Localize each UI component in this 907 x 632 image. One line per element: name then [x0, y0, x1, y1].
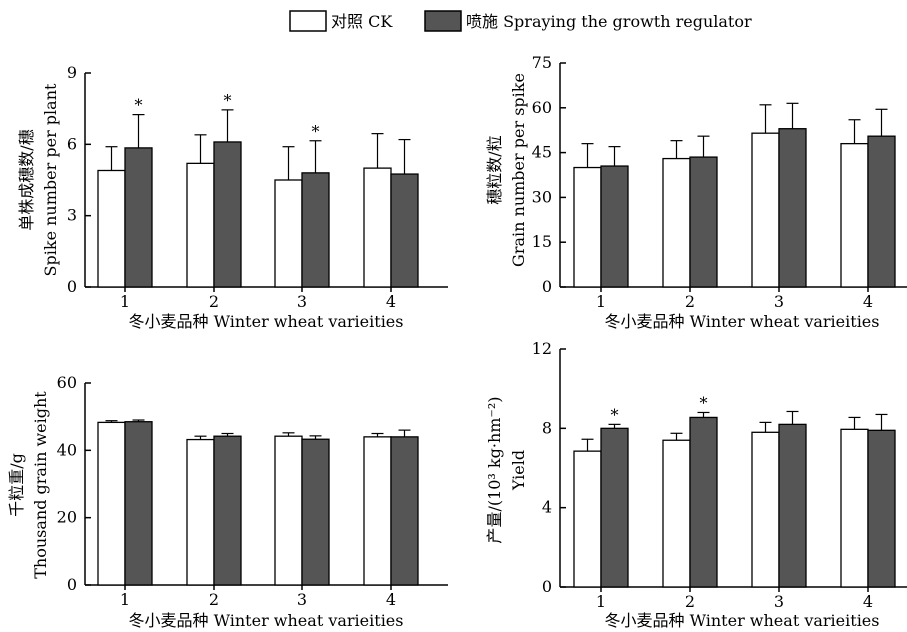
bar-ck	[97, 421, 126, 586]
bar-spray	[867, 429, 896, 588]
significance-star: *	[312, 122, 320, 141]
bar-ck	[573, 166, 602, 288]
bar-spray	[390, 436, 419, 586]
y-tick-label: 3	[67, 206, 77, 225]
legend-label-spray: 喷施 Spraying the growth regulator	[466, 12, 752, 31]
bar-ck	[186, 438, 215, 586]
bar-spray	[301, 438, 330, 586]
x-axis-label: 冬小麦品种 Winter wheat varieities	[605, 611, 880, 630]
x-axis-label: 冬小麦品种 Winter wheat varieities	[129, 312, 404, 331]
x-tick-label: 3	[774, 292, 784, 311]
y-tick-label: 40	[57, 440, 77, 459]
bar-ck	[662, 157, 691, 288]
bar-ck	[186, 162, 215, 288]
x-tick-label: 1	[120, 292, 130, 311]
bar-ck	[751, 431, 780, 588]
bar-spray	[213, 141, 242, 288]
bar-ck	[840, 428, 869, 588]
y-tick-label: 0	[542, 577, 552, 596]
bar-ck	[363, 436, 392, 586]
x-tick-label: 3	[297, 590, 307, 609]
x-tick-label: 3	[774, 592, 784, 611]
y-axis-label-cn: 单株成穗数/穗	[17, 129, 36, 230]
x-axis-label: 冬小麦品种 Winter wheat varieities	[129, 611, 404, 630]
y-tick-label: 45	[532, 143, 552, 162]
y-tick-label: 4	[542, 498, 552, 517]
x-tick-label: 2	[685, 292, 695, 311]
x-tick-label: 1	[596, 592, 606, 611]
x-tick-label: 1	[120, 590, 130, 609]
legend-swatch-ck	[289, 10, 327, 32]
y-tick-label: 6	[67, 134, 77, 153]
legend: 对照 CK 喷施 Spraying the growth regulator	[289, 10, 752, 32]
y-tick-label: 20	[57, 508, 77, 527]
bar-spray	[301, 172, 330, 288]
x-tick-label: 2	[209, 590, 219, 609]
y-tick-label: 15	[532, 232, 552, 251]
bar-spray	[689, 416, 718, 588]
bar-spray	[778, 423, 807, 588]
bar-spray	[213, 435, 242, 586]
x-tick-label: 2	[209, 292, 219, 311]
bar-spray	[124, 421, 153, 586]
y-axis-label-en: Yield	[509, 450, 528, 491]
y-tick-label: 8	[542, 418, 552, 437]
y-axis-label-en: Spike number per plant	[41, 83, 60, 276]
bar-ck	[840, 142, 869, 288]
bar-spray	[600, 427, 629, 588]
legend-swatch-spray	[424, 10, 462, 32]
y-tick-label: 30	[532, 187, 552, 206]
y-tick-label: 0	[67, 277, 77, 296]
significance-star: *	[700, 393, 708, 412]
legend-label-ck: 对照 CK	[331, 12, 393, 31]
x-tick-label: 4	[863, 592, 873, 611]
x-tick-label: 2	[685, 592, 695, 611]
bar-ck	[274, 179, 303, 288]
bar-ck	[97, 169, 126, 288]
bar-ck	[363, 167, 392, 288]
significance-star: *	[224, 91, 232, 110]
x-tick-label: 4	[386, 292, 396, 311]
bar-ck	[751, 132, 780, 288]
y-axis-label-cn: 千粒重/g	[7, 453, 26, 517]
y-tick-label: 0	[542, 277, 552, 296]
x-tick-label: 4	[386, 590, 396, 609]
y-tick-label: 75	[532, 53, 552, 72]
x-axis-label: 冬小麦品种 Winter wheat varieities	[605, 312, 880, 331]
y-axis-label-cn: 穗粒数/粒	[485, 135, 504, 204]
bar-ck	[274, 435, 303, 586]
y-axis-label-en: Grain number per spike	[509, 73, 528, 267]
y-tick-label: 0	[67, 575, 77, 594]
y-tick-label: 12	[532, 339, 552, 358]
bar-ck	[573, 450, 602, 588]
bar-ck	[662, 439, 691, 588]
bar-spray	[867, 135, 896, 288]
y-axis-label-cn: 产量/(10³ kg·hm⁻²)	[485, 396, 504, 543]
x-tick-label: 3	[297, 292, 307, 311]
y-tick-label: 9	[67, 63, 77, 82]
panel-thousand-grain-weight: 0 20 40 60 1 2 3 4 冬小麦品种 Winter wheat varieities…	[7, 373, 448, 630]
significance-star: *	[611, 405, 619, 424]
bar-spray	[778, 128, 807, 288]
x-tick-label: 4	[863, 292, 873, 311]
significance-star: *	[135, 96, 143, 115]
bar-spray	[124, 147, 153, 288]
bar-spray	[600, 165, 629, 288]
bar-spray	[689, 156, 718, 288]
y-axis-label-en: Thousand grain weight	[31, 391, 50, 579]
bar-spray	[390, 173, 419, 288]
y-tick-label: 60	[57, 373, 77, 392]
x-tick-label: 1	[596, 292, 606, 311]
y-tick-label: 60	[532, 98, 552, 117]
